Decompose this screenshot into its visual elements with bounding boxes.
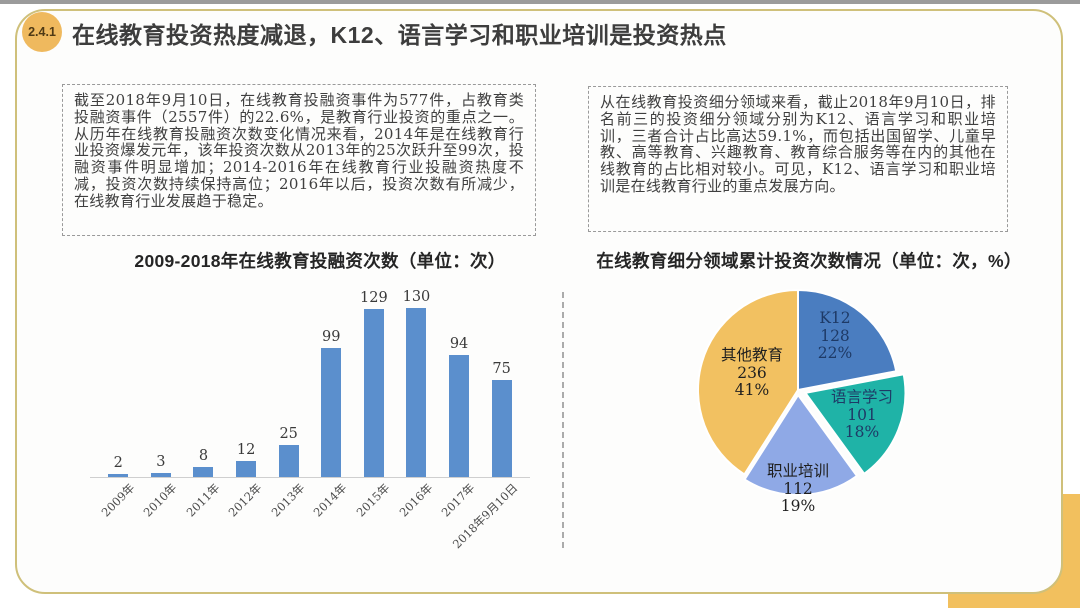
bar-column: 130 2016年: [395, 284, 438, 519]
x-axis-tick-label: 2017年: [438, 480, 478, 520]
x-axis-tick-label: 2015年: [353, 480, 393, 520]
bar: [321, 348, 342, 477]
section-number-badge: 2.4.1: [22, 12, 62, 52]
pie-slice-label: 语言学习 101 18%: [830, 388, 893, 441]
pie-slice-label: 其他教育 236 41%: [720, 346, 783, 399]
bar-value-label: 3: [156, 454, 166, 471]
bar-value-label: 94: [449, 335, 469, 352]
pie-slice-职业培训: [743, 393, 859, 496]
bar: [491, 379, 512, 477]
x-axis-tick-label: 2009年: [98, 480, 137, 520]
x-axis-tick-label: 2011年: [183, 480, 223, 520]
bar: [278, 444, 299, 477]
bar-value-label: 12: [236, 442, 256, 459]
x-axis-tick-label: 2013年: [268, 480, 308, 520]
bar: [193, 466, 214, 477]
summary-text-box-left: 截至2018年9月10日，在线教育投融资事件为577件，占教育类投融资事件（25…: [62, 84, 536, 236]
bar: [406, 308, 427, 477]
bar-value-label: 8: [198, 447, 209, 464]
summary-text-left: 截至2018年9月10日，在线教育投融资事件为577件，占教育类投融资事件（25…: [74, 91, 524, 210]
page-title: 在线教育投资热度减退，K12、语言学习和职业培训是投资热点: [72, 22, 727, 48]
bar: [363, 309, 384, 477]
bar-column: 3 2010年: [140, 284, 183, 519]
pie-slice-K12: [797, 288, 898, 392]
pie-slice-其他教育: [697, 288, 799, 476]
top-edge-strip: [0, 0, 1080, 4]
bar-chart-x-axis: [90, 477, 530, 478]
x-axis-tick-label: 2010年: [140, 480, 180, 520]
x-axis-tick-label: 2016年: [396, 480, 436, 520]
bar-value-label: 25: [279, 425, 298, 442]
vertical-dashed-divider: [562, 292, 564, 548]
bar-column: 2 2009年: [97, 284, 140, 519]
bar: [236, 461, 257, 477]
bar-column: 75 2018年9月10日: [450, 284, 523, 552]
bar-column: 25 2013年: [267, 284, 310, 520]
bar-value-label: 130: [402, 289, 431, 305]
pie-chart-title: 在线教育细分领域累计投资次数情况（单位：次，%）: [596, 251, 1022, 271]
bar: [449, 354, 470, 477]
bar: [108, 474, 129, 477]
pie-slice-label: 职业培训 112 19%: [766, 462, 829, 515]
x-axis-tick-label: 2014年: [311, 480, 350, 520]
bar-column: 129 2015年: [353, 284, 396, 519]
bar-column: 99 2014年: [310, 284, 353, 519]
bar-value-label: 2: [113, 455, 123, 472]
bar-column: 94 2017年: [438, 284, 481, 520]
bar-column: 8 2011年: [182, 284, 225, 520]
bar-column: 12 2012年: [225, 284, 268, 519]
slide-border: [15, 9, 1063, 594]
summary-text-right: 从在线教育投资细分领域来看，截止2018年9月10日，排名前三的投资细分领域分别…: [600, 93, 996, 195]
bar-value-label: 75: [492, 360, 511, 377]
pie-slice-语言学习: [803, 373, 907, 476]
bar-chart-title: 2009-2018年在线教育投融资次数（单位：次）: [134, 251, 506, 271]
summary-text-box-right: 从在线教育投资细分领域来看，截止2018年9月10日，排名前三的投资细分领域分别…: [588, 86, 1008, 232]
bar-chart: 2 2009年 3 2010年 8 2011年 12 2012年 25 2013年 99 2014年 1…: [97, 284, 523, 552]
x-axis-tick-label: 2012年: [225, 480, 265, 520]
bar-value-label: 99: [322, 329, 341, 346]
bar: [150, 473, 171, 477]
pie-chart: [697, 288, 907, 496]
bar-value-label: 129: [360, 290, 388, 307]
pie-slice-label: K12 128 22%: [817, 309, 853, 362]
